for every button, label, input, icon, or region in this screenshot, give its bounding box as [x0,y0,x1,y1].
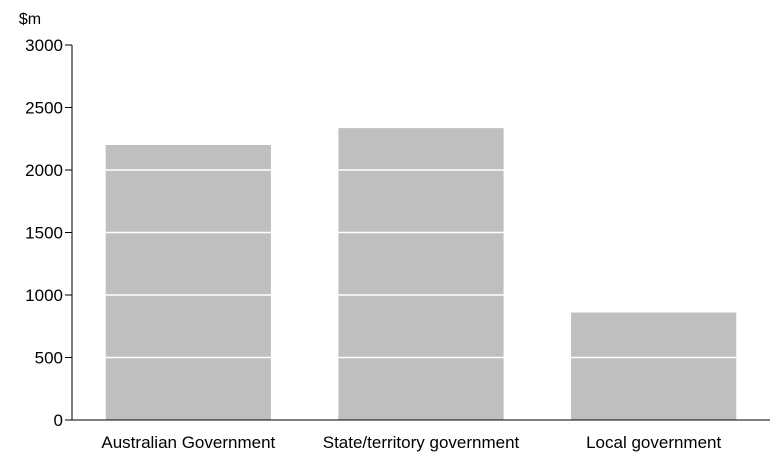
bar-gridlines-group [105,169,737,359]
y-tick-label: 2000 [25,161,63,180]
y-tick-label: 0 [54,411,63,430]
x-axis: Australian Government State/territory gov… [72,419,770,452]
x-tick-label: State/territory government [323,433,520,452]
y-tick-label: 1000 [25,286,63,305]
bar [338,128,504,420]
bars-group [105,128,737,420]
y-tick-label: 2500 [25,99,63,118]
x-tick-label: Australian Government [101,433,275,452]
y-tick-label: 500 [35,349,63,368]
y-axis-unit-label: $m [19,11,41,28]
y-tick-label: 3000 [25,36,63,55]
x-tick-label: Local government [586,433,721,452]
y-tick-label: 1500 [25,224,63,243]
bar [571,312,737,420]
y-axis: 0 500 1000 1500 2000 2500 3000 [25,36,73,430]
bar [105,145,271,420]
